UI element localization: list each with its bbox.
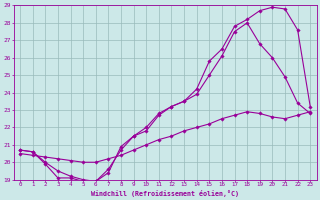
X-axis label: Windchill (Refroidissement éolien,°C): Windchill (Refroidissement éolien,°C) [91, 190, 239, 197]
